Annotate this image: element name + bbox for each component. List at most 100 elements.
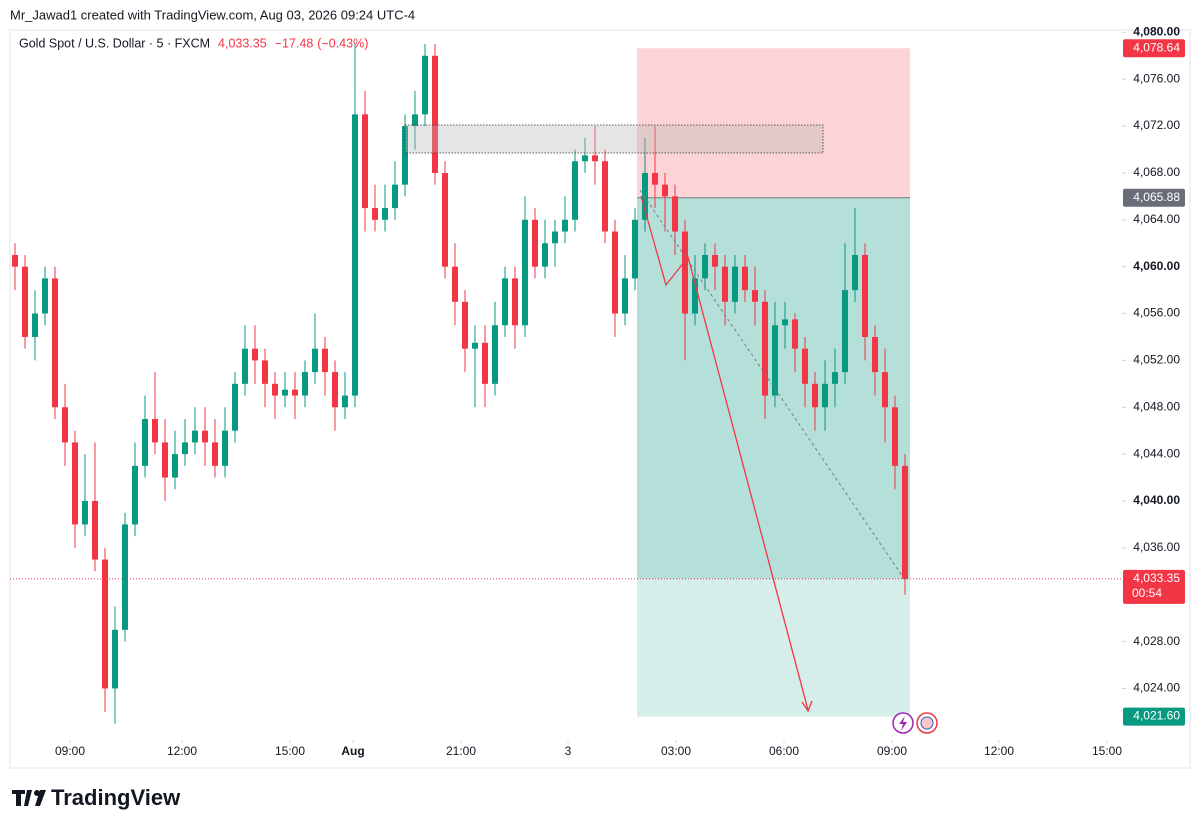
candle-body: [412, 114, 418, 127]
candle-body: [812, 383, 818, 408]
candle-body: [232, 383, 238, 431]
candle-body: [662, 184, 668, 197]
candle-body: [222, 430, 228, 466]
background-layer: [10, 48, 1122, 717]
candle-body: [152, 418, 158, 443]
candle-body: [272, 383, 278, 396]
candle-body: [252, 348, 258, 361]
x-tick-label: 15:00: [275, 744, 305, 758]
candle-body: [292, 389, 298, 396]
y-tick-label: 4,064.00: [1133, 212, 1180, 226]
candle-body: [742, 266, 748, 291]
candle-body: [832, 372, 838, 384]
price-change: −17.48: [275, 36, 314, 50]
stop-zone: [637, 48, 910, 198]
candle-body: [462, 301, 468, 349]
projection-arrow: [640, 195, 809, 711]
stop-price-tag: 4,078.64: [1133, 40, 1180, 54]
flag-icon: [920, 716, 934, 730]
candle-body: [552, 231, 558, 244]
target-price-tag-bg: [1123, 707, 1185, 726]
brand-logo: [12, 790, 32, 806]
candle-body: [262, 360, 268, 384]
candle-body: [82, 500, 88, 525]
target-price-tag: 4,021.60: [1133, 709, 1180, 723]
candle-body: [782, 319, 788, 326]
candle-body: [512, 278, 518, 326]
candle-body: [572, 161, 578, 220]
candle-body: [402, 126, 408, 185]
candle-body: [712, 254, 718, 267]
candle-body: [472, 342, 478, 349]
candle-body: [852, 254, 858, 291]
y-tick-label: 4,036.00: [1133, 540, 1180, 554]
candles-layer: [12, 44, 908, 724]
candle-body: [172, 454, 178, 478]
candle-body: [42, 278, 48, 314]
candle-body: [342, 395, 348, 408]
candle-body: [22, 266, 28, 337]
x-tick-label: 12:00: [167, 744, 197, 758]
candle-body: [542, 243, 548, 267]
y-tick-label: 4,040.00: [1133, 493, 1180, 507]
candle-body: [842, 290, 848, 373]
candle-body: [322, 348, 328, 373]
x-tick-label: 15:00: [1092, 744, 1122, 758]
drawings-layer: [404, 124, 938, 734]
candle-body: [802, 348, 808, 384]
candle-body: [632, 219, 638, 279]
arrow-head: [801, 700, 813, 713]
entry-price-tag-bg: [1123, 188, 1185, 207]
event-icon-bolt: [899, 716, 907, 731]
candle-body: [902, 465, 908, 579]
candle-body: [862, 254, 868, 337]
brand-logo-dot: [34, 790, 40, 796]
price-change-percent: (−0.43%): [317, 36, 368, 50]
stop-price-tag-bg: [1123, 39, 1185, 58]
candle-body: [452, 266, 458, 302]
candle-body: [772, 325, 778, 396]
candle-body: [642, 172, 648, 220]
candle-body: [312, 348, 318, 373]
candle-body: [692, 278, 698, 314]
brand: TradingView: [12, 785, 181, 810]
candle-body: [142, 418, 148, 466]
candle-body: [882, 372, 888, 408]
y-tick-label: 4,060.00: [1133, 259, 1180, 273]
candle-body: [282, 389, 288, 396]
y-tick-label: 4,056.00: [1133, 306, 1180, 320]
candle-body: [72, 442, 78, 525]
legend: Gold Spot / U.S. Dollar · 5 · FXCM 4,033…: [19, 36, 368, 50]
candle-body: [302, 372, 308, 396]
candle-body: [422, 55, 428, 115]
candle-body: [442, 172, 448, 267]
last-price-tag: 4,033.35: [1133, 571, 1180, 585]
candle-body: [602, 161, 608, 232]
candle-body: [872, 336, 878, 373]
y-tick-label: 4,072.00: [1133, 118, 1180, 132]
header-credit: Mr_Jawad1 created with TradingView.com, …: [10, 7, 415, 22]
candle-body: [162, 442, 168, 478]
candle-body: [32, 313, 38, 337]
x-tick-label: 09:00: [877, 744, 907, 758]
brand-name: TradingView: [51, 785, 181, 810]
candle-body: [612, 231, 618, 314]
y-tick-label: 4,024.00: [1133, 681, 1180, 695]
candle-body: [702, 254, 708, 279]
candle-body: [672, 196, 678, 232]
candle-body: [362, 114, 368, 209]
profit-zone: [637, 578, 910, 717]
x-tick-label: 06:00: [769, 744, 799, 758]
candle-body: [582, 155, 588, 162]
candle-body: [112, 629, 118, 689]
candle-body: [202, 430, 208, 443]
y-tick-label: 4,076.00: [1133, 71, 1180, 85]
candle-body: [732, 266, 738, 302]
candle-body: [432, 55, 438, 173]
x-tick-label: 09:00: [55, 744, 85, 758]
candle-body: [532, 219, 538, 267]
candle-body: [892, 407, 898, 466]
bar-countdown: 00:54: [1132, 586, 1162, 600]
candle-body: [562, 219, 568, 232]
